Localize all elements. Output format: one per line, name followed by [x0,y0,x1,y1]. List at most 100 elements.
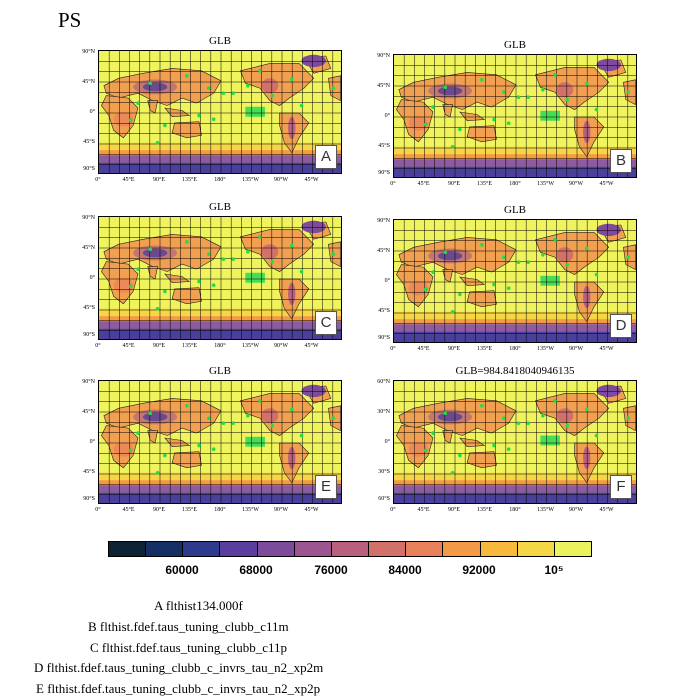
high-terrain-region [596,384,621,398]
station-dot [492,443,496,448]
high-terrain-region [261,408,279,424]
station-dot [423,448,428,453]
station-dot [289,243,294,248]
lon-tick-label: 45°W [599,181,614,187]
station-dot [502,416,506,420]
lon-tick-label: 0° [390,181,396,187]
landmass [164,107,191,118]
landmass [164,273,191,284]
lon-tick-label: 45°E [122,177,135,183]
map-plot [394,220,636,342]
high-terrain-region [301,54,326,68]
lon-tick-label: 135°W [241,507,260,513]
station-dot [584,81,589,86]
station-dot [480,243,484,247]
station-dot [584,407,589,412]
station-dot [626,255,631,259]
station-dot [450,309,455,314]
lon-tick-label: 45°W [304,507,319,513]
lon-tick-label: 45°W [599,346,614,352]
station-dot [270,423,275,428]
station-dot [221,257,226,261]
colorbar-label: 92000 [462,563,496,577]
station-dot [185,404,189,408]
station-dot [299,269,304,274]
station-dot [443,85,448,90]
station-dot [299,103,304,108]
lon-tick-label: 0° [95,343,101,349]
station-dot [136,267,140,271]
lon-tick-label: 0° [95,507,101,513]
lon-tick-label: 45°E [417,181,430,187]
station-dot [526,421,530,425]
station-dot [553,399,557,403]
pressure-band [99,480,341,486]
high-terrain-region [113,441,134,457]
lon-tick-label: 90°W [273,343,289,349]
lat-tick-label: 90°S [378,170,390,177]
station-dot [289,407,294,412]
station-dot [163,289,167,294]
station-dot [526,260,530,264]
pressure-band [394,480,636,486]
map-plot [394,381,636,503]
lon-tick-label: 180° [214,343,226,349]
high-terrain-region [288,116,296,140]
station-dot [231,91,235,95]
lon-tick-label: 135°E [476,507,493,513]
high-terrain-region [408,441,429,457]
lat-tick-label: 90°S [83,166,95,173]
station-dot [565,262,570,267]
map-plot [394,55,636,177]
station-dot [163,453,167,458]
lon-tick-label: 90°E [152,343,166,349]
high-terrain-region [583,285,591,309]
pressure-band [99,142,341,153]
high-terrain-region [596,58,621,72]
station-dot [197,443,201,448]
high-terrain-region [556,408,574,424]
station-dot [626,416,631,420]
lat-tick-label: 0° [384,439,390,445]
station-dot [492,282,496,287]
panel-title: GLB [209,35,231,47]
lat-tick-label: 90°N [82,379,95,386]
colorbar-swatch [294,542,332,556]
panel-title: GLB [504,204,526,216]
map-panel: C [98,216,342,340]
high-terrain-region [288,446,296,470]
station-dot [594,107,599,112]
station-dot [553,73,557,77]
station-dot [458,292,462,297]
lat-tick-label: 30°N [377,409,390,416]
lat-tick-label: 45°S [378,307,390,314]
station-cluster [245,436,265,447]
pressure-band [394,166,636,177]
lat-tick-label: 90°N [82,49,95,56]
station-dot [155,470,160,475]
pressure-band [394,311,636,322]
station-dot [148,247,153,252]
lon-tick-label: 180° [509,507,521,513]
lon-tick-label: 90°E [447,507,461,513]
pressure-band [394,146,636,157]
lon-tick-label: 45°W [304,343,319,349]
station-dot [516,260,521,264]
high-terrain-region [133,245,178,261]
pressure-band [99,492,341,503]
lon-tick-label: 90°E [447,181,461,187]
colorbar-label: 76000 [314,563,348,577]
station-dot [270,259,275,264]
legend-entry: E flthist.fdef.taus_tuning_clubb_c_invrs… [36,681,321,696]
lon-tick-label: 180° [509,346,521,352]
lat-tick-label: 0° [89,439,95,445]
station-dot [221,421,226,425]
station-dot [128,118,133,123]
high-terrain-region [428,83,473,99]
station-dot [246,413,250,418]
station-dot [458,453,462,458]
pressure-band [99,328,341,339]
lat-tick-label: 45°S [83,138,95,145]
lon-tick-label: 90°W [273,507,289,513]
high-terrain-region [133,409,178,425]
